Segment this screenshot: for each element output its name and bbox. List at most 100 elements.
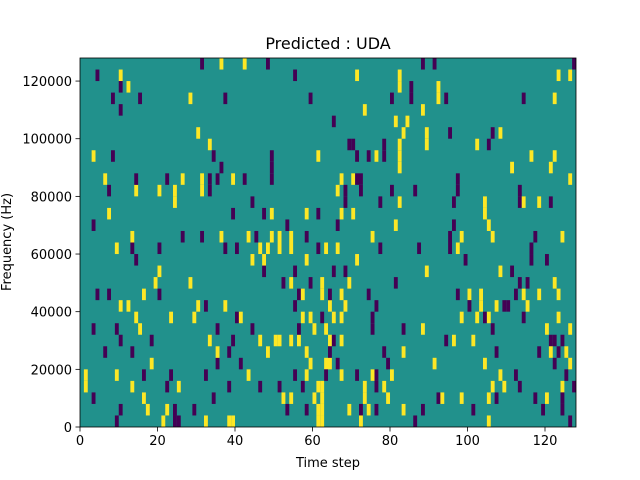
heatmap-cell bbox=[269, 207, 274, 220]
heatmap-cell bbox=[134, 254, 139, 266]
heatmap-cell bbox=[285, 403, 290, 416]
heatmap-cell bbox=[355, 254, 360, 266]
heatmap-cell bbox=[421, 403, 425, 416]
chart-title: Predicted : UDA bbox=[265, 34, 390, 53]
heatmap-cell bbox=[231, 334, 236, 347]
heatmap-cell bbox=[366, 150, 371, 162]
heatmap-cell bbox=[452, 219, 456, 231]
heatmap-cell bbox=[514, 369, 518, 381]
heatmap-cell bbox=[130, 380, 135, 393]
heatmap-cell bbox=[568, 173, 573, 185]
heatmap-cell bbox=[366, 403, 371, 416]
heatmap-cell bbox=[498, 369, 503, 381]
heatmap-cell bbox=[424, 127, 429, 139]
heatmap-cell bbox=[386, 357, 391, 370]
heatmap-cell bbox=[227, 380, 232, 393]
heatmap-cell bbox=[490, 380, 495, 393]
heatmap-cell bbox=[552, 92, 557, 105]
heatmap-cell bbox=[355, 69, 360, 82]
heatmap-cell bbox=[293, 69, 298, 82]
heatmap-cell bbox=[397, 138, 402, 151]
heatmap-cell bbox=[118, 403, 123, 416]
heatmap-cell bbox=[95, 69, 100, 82]
heatmap-cell bbox=[397, 161, 402, 174]
heatmap-cell bbox=[347, 138, 352, 151]
heatmap-cell bbox=[192, 311, 197, 324]
heatmap-cell bbox=[552, 357, 557, 370]
heatmap-cell bbox=[211, 392, 216, 404]
heatmap-cell bbox=[316, 207, 321, 220]
heatmap-cell bbox=[165, 403, 170, 416]
heatmap-cell bbox=[207, 173, 212, 185]
heatmap-cell bbox=[145, 403, 150, 416]
x-axis-label: Time step bbox=[295, 456, 360, 471]
heatmap-cell bbox=[343, 265, 348, 278]
heatmap-cell bbox=[390, 92, 394, 105]
heatmap-cell bbox=[118, 104, 123, 116]
heatmap-cell bbox=[200, 58, 205, 70]
heatmap-cell bbox=[289, 392, 294, 404]
heatmap-cell bbox=[169, 369, 174, 381]
heatmap-cell bbox=[529, 254, 534, 266]
heatmap-cell bbox=[486, 392, 491, 404]
heatmap-cell bbox=[277, 230, 282, 243]
heatmap-cell bbox=[521, 288, 526, 301]
heatmap-cell bbox=[374, 403, 379, 416]
heatmap-cell bbox=[560, 380, 565, 393]
heatmap-cell bbox=[378, 196, 383, 208]
heatmap-cell bbox=[277, 380, 282, 393]
heatmap-cell bbox=[452, 334, 456, 347]
y-tick-label: 40000 bbox=[31, 306, 72, 321]
heatmap-cell bbox=[351, 138, 356, 151]
heatmap-cell bbox=[95, 288, 100, 301]
heatmap-cell bbox=[382, 346, 387, 358]
heatmap-cell bbox=[289, 334, 294, 347]
heatmap-cell bbox=[370, 230, 375, 243]
heatmap-cell bbox=[304, 254, 309, 266]
heatmap-cell bbox=[537, 196, 542, 208]
heatmap-cell bbox=[386, 392, 391, 404]
heatmap-cell bbox=[335, 184, 340, 197]
heatmap-cell bbox=[432, 58, 437, 70]
heatmap-cell bbox=[413, 184, 418, 197]
heatmap-cell bbox=[258, 334, 263, 347]
heatmap-cell bbox=[417, 242, 422, 255]
heatmap-cell bbox=[91, 323, 96, 335]
heatmap-cell bbox=[401, 403, 406, 416]
heatmap-cell bbox=[382, 150, 387, 162]
heatmap-cell bbox=[231, 207, 236, 220]
heatmap-cell bbox=[494, 392, 499, 404]
heatmap-cell bbox=[304, 403, 309, 416]
heatmap-cell bbox=[269, 173, 274, 185]
heatmap-cell bbox=[285, 219, 290, 231]
heatmap-cell bbox=[552, 150, 557, 162]
heatmap-cell bbox=[483, 311, 487, 324]
heatmap-cell bbox=[537, 288, 542, 301]
heatmap-cell bbox=[277, 242, 282, 255]
heatmap-cell bbox=[142, 288, 146, 301]
heatmap-cell bbox=[335, 357, 340, 370]
heatmap-cell bbox=[324, 369, 329, 381]
heatmap-cell bbox=[238, 311, 243, 324]
heatmap-cell bbox=[486, 219, 491, 231]
y-tick-label: 100000 bbox=[22, 133, 72, 148]
heatmap-cell bbox=[490, 323, 495, 335]
heatmap-cell bbox=[277, 334, 282, 347]
heatmap-cell bbox=[490, 230, 495, 243]
y-tick-label: 20000 bbox=[31, 363, 72, 378]
heatmap-cell bbox=[339, 173, 344, 185]
heatmap-cell bbox=[459, 230, 464, 243]
heatmap-cell bbox=[455, 288, 460, 301]
heatmap-cell bbox=[157, 265, 162, 278]
heatmap-cell bbox=[134, 311, 139, 324]
heatmap-cell bbox=[560, 403, 565, 416]
heatmap-cell bbox=[424, 265, 429, 278]
heatmap-cell bbox=[359, 173, 363, 185]
heatmap-cell bbox=[138, 92, 143, 105]
heatmap-cell bbox=[103, 346, 108, 358]
heatmap-cell bbox=[397, 81, 402, 93]
heatmap-cell bbox=[331, 115, 336, 128]
heatmap-cell bbox=[207, 334, 212, 347]
heatmap-cell bbox=[114, 369, 119, 381]
heatmap-cell bbox=[142, 369, 146, 381]
